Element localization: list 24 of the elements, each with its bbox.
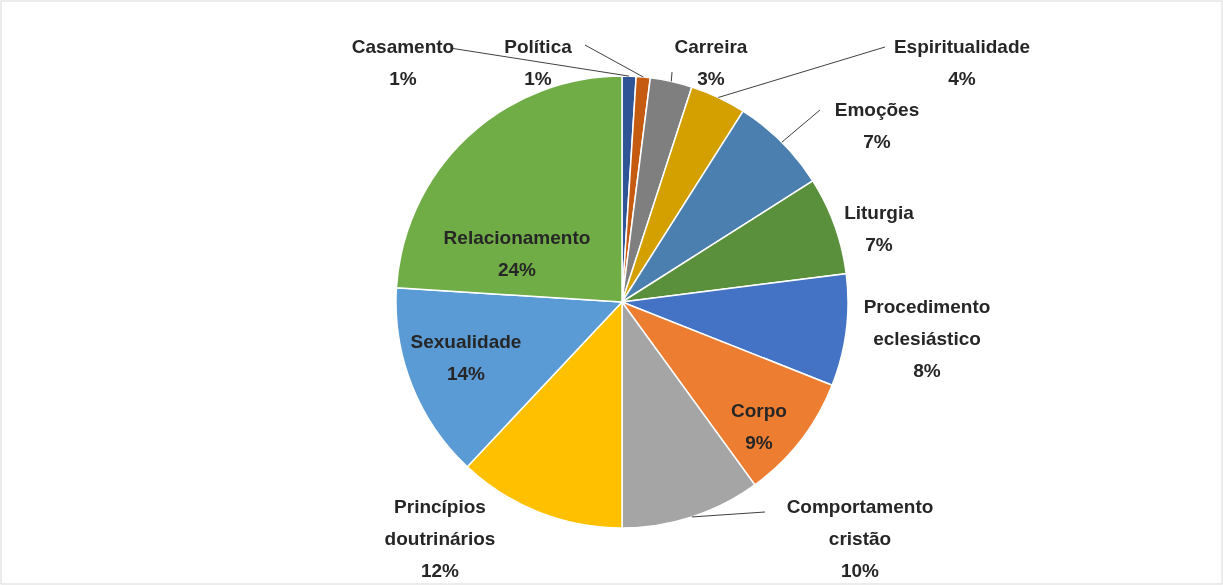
- data-label: 9%: [745, 432, 773, 454]
- data-label: 24%: [497, 259, 537, 281]
- data-label: 10%: [840, 560, 880, 582]
- data-label: 4%: [948, 68, 976, 90]
- slice-label: Relacionamento: [443, 227, 591, 249]
- slice-label: Carreira: [674, 36, 748, 58]
- data-label: 12%: [420, 560, 460, 582]
- data-label: 3%: [697, 68, 725, 90]
- data-label: 1%: [524, 68, 552, 90]
- slice-label: Princípios doutrinários: [384, 496, 496, 550]
- slice-label: Política: [504, 36, 573, 58]
- slice-label: Emoções: [834, 99, 920, 121]
- slice-label: Liturgia: [844, 202, 915, 224]
- data-label: 1%: [389, 68, 417, 90]
- slice-label: Procedimento eclesiástico: [863, 296, 991, 350]
- data-label: 14%: [446, 363, 486, 385]
- slice-label: Sexualidade: [410, 331, 522, 353]
- data-label: 8%: [913, 360, 941, 382]
- slice-label: Corpo: [731, 400, 787, 422]
- slice-label: Casamento: [351, 36, 455, 58]
- data-label: 7%: [863, 131, 891, 153]
- slice-label: Espiritualidade: [893, 36, 1031, 58]
- slice-label: Comportamento cristão: [786, 496, 934, 550]
- data-label: 7%: [865, 234, 893, 256]
